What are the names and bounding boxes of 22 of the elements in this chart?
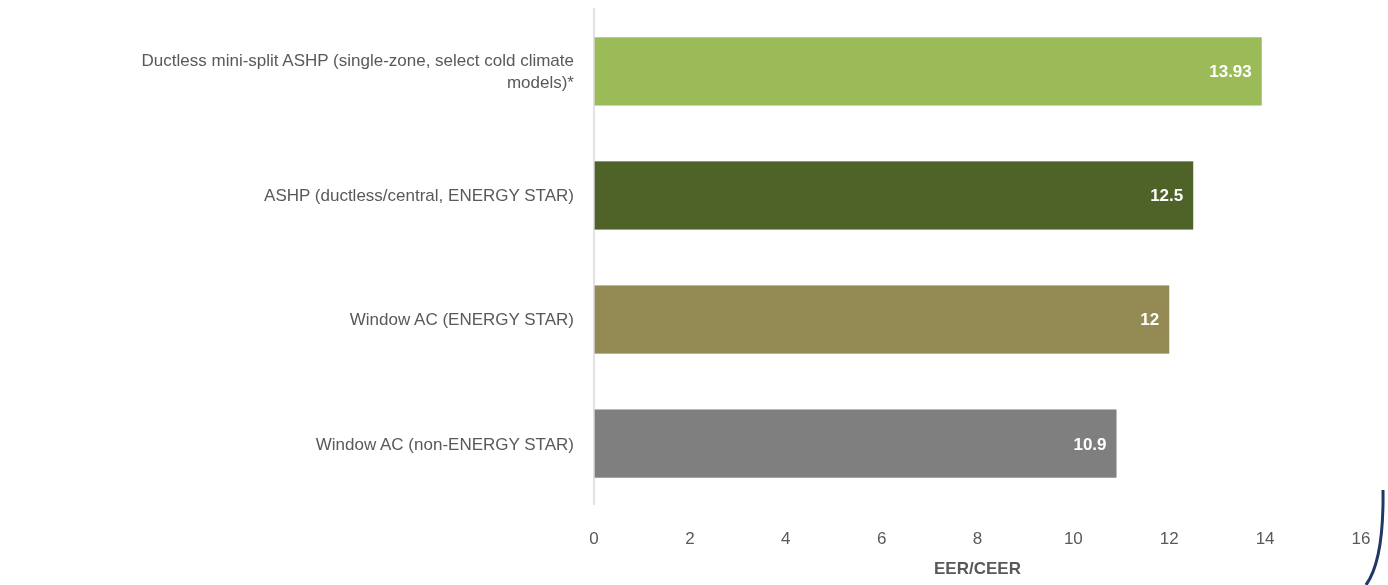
data-label: 10.9 (1073, 434, 1107, 454)
bar (594, 285, 1170, 354)
y-tick-label: Ductless mini-split ASHP (single-zone, select cold climate models)* (141, 51, 575, 93)
x-tick-label: 0 (589, 528, 599, 548)
y-tick-label: ASHP (ductless/central, ENERGY STAR) (264, 186, 574, 206)
x-tick-label: 2 (685, 528, 695, 548)
x-tick-label: 10 (1063, 528, 1083, 548)
y-tick-label: Window AC (ENERGY STAR) (349, 310, 574, 330)
bar (594, 37, 1262, 106)
data-label: 12 (1140, 310, 1160, 330)
y-tick-label: Window AC (non-ENERGY STAR) (315, 434, 574, 454)
bar (594, 161, 1194, 230)
x-tick-label: 6 (876, 528, 887, 548)
x-tick-label: 16 (1351, 528, 1371, 548)
bar (594, 409, 1117, 478)
x-tick-label: 4 (781, 528, 791, 548)
x-tick-label: 14 (1255, 528, 1275, 548)
data-label: 13.93 (1209, 62, 1252, 82)
x-axis-title: EER/CEER (934, 558, 1021, 578)
data-label: 12.5 (1150, 186, 1184, 206)
x-tick-label: 8 (972, 528, 983, 548)
x-tick-label: 12 (1159, 528, 1179, 548)
